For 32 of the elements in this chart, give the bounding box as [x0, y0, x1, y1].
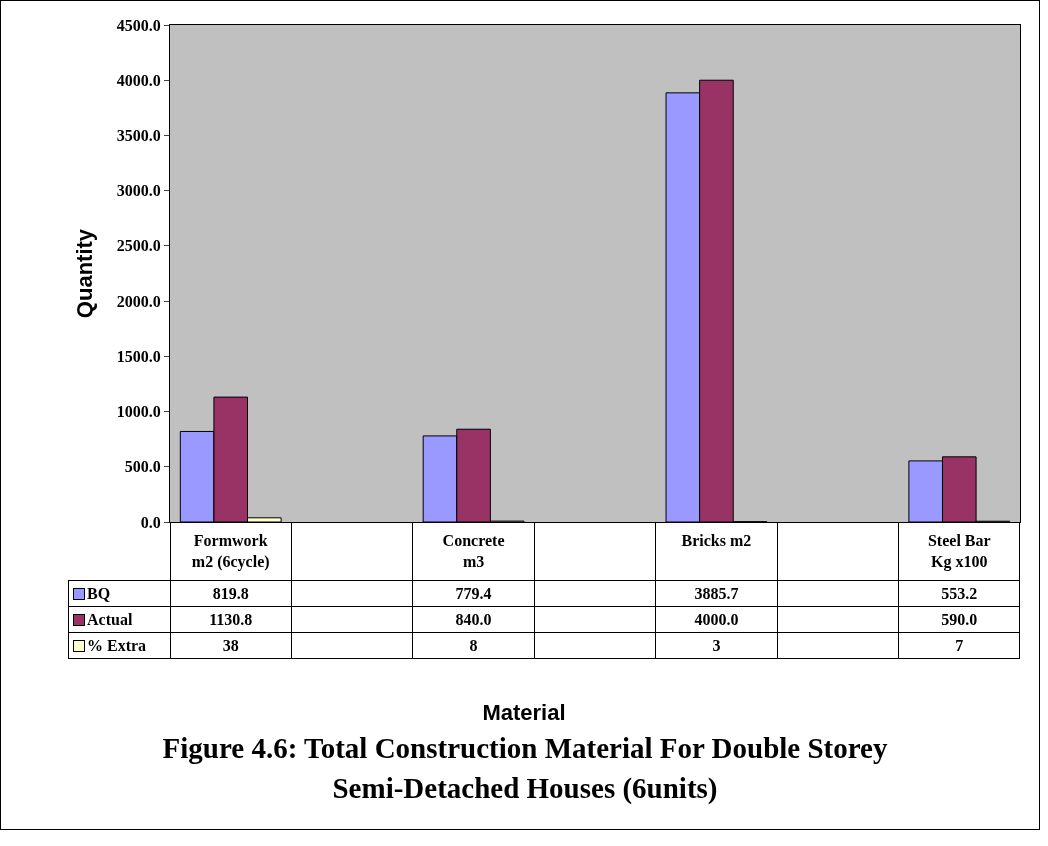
x-tick-label: Steel Bar Kg x100: [927, 532, 991, 571]
legend-label: BQ: [68, 580, 170, 607]
data-label: 819.8: [170, 580, 292, 607]
x-tick-label: Bricks m2: [681, 532, 752, 550]
x-tick-label: Formwork m2 (6cycle): [191, 532, 270, 571]
y-tick-label: 1000.0: [116, 403, 161, 421]
legend-label: Actual: [68, 606, 170, 633]
y-axis-title: Quantity: [71, 228, 97, 319]
x-tick-label: Concrete m3: [442, 532, 505, 570]
y-tick-label: 4500.0: [116, 16, 161, 34]
data-label: 779.4: [412, 580, 535, 607]
data-label: 3: [655, 632, 778, 659]
legend-label: % Extra: [68, 632, 170, 659]
y-tick-label: 2500.0: [116, 237, 161, 255]
y-tick-label: 3000.0: [116, 182, 161, 200]
text: Material: [481, 700, 567, 726]
data-label: 38: [170, 632, 292, 659]
data-label: 7: [898, 632, 1020, 659]
data-label: 4000.0: [655, 606, 778, 633]
data-label: 8: [412, 632, 535, 659]
y-tick-label: 3500.0: [116, 127, 161, 145]
y-tick-label: 2000.0: [116, 292, 161, 310]
data-label: 590.0: [898, 606, 1020, 633]
data-label: 840.0: [412, 606, 535, 633]
y-tick-label: 500.0: [124, 458, 161, 476]
y-tick-label: 0.0: [140, 513, 161, 531]
text: Figure 4.6: Total Construction Material For Double Storey Semi-Detached Houses (6units): [161, 731, 889, 806]
data-label: 3885.7: [655, 580, 778, 607]
data-label: 1130.8: [170, 606, 292, 633]
y-tick-label: 1500.0: [116, 347, 161, 365]
data-label: 553.2: [898, 580, 1020, 607]
y-tick-label: 4000.0: [116, 71, 161, 89]
